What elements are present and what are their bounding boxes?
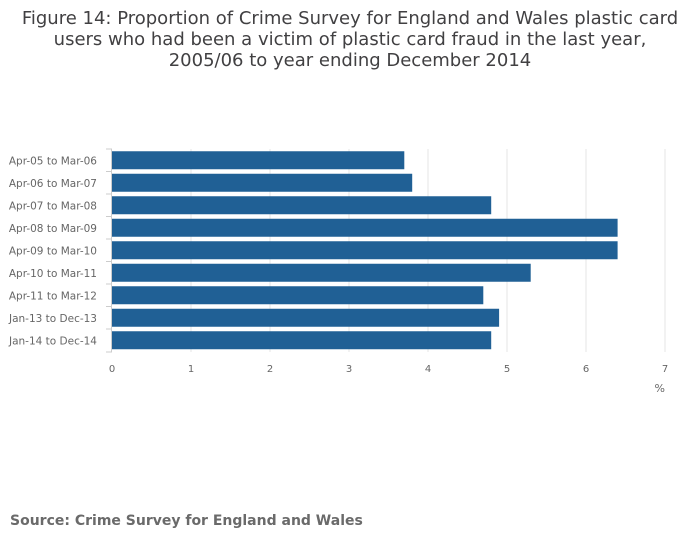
x-axis-label: % [655,382,665,395]
bar [112,263,531,282]
bar [112,331,492,350]
y-category-label: Apr-06 to Mar-07 [9,178,97,190]
x-tick-label: 5 [504,364,510,375]
y-category-label: Jan-13 to Dec-13 [8,313,97,325]
bar [112,173,413,192]
y-category-label: Apr-08 to Mar-09 [9,223,97,235]
y-category-label: Apr-11 to Mar-12 [9,290,97,302]
bar [112,196,492,215]
y-category-label: Apr-07 to Mar-08 [9,200,97,212]
x-tick-labels: 0 1 2 3 4 5 6 7 [109,364,668,375]
bars [112,151,618,350]
x-tick-label: 2 [267,364,273,375]
bar [112,308,500,327]
y-category-label: Apr-05 to Mar-06 [9,155,97,167]
x-tick-label: 3 [346,364,352,375]
source-note: Source: Crime Survey for England and Wal… [10,513,363,529]
x-tick-label: 6 [583,364,589,375]
bar [112,151,405,170]
x-tick-label: 7 [662,364,668,375]
bar [112,218,618,237]
x-tick-label: 0 [109,364,115,375]
bar [112,241,618,260]
chart-title: Figure 14: Proportion of Crime Survey fo… [21,8,679,71]
y-category-labels: Apr-05 to Mar-06 Apr-06 to Mar-07 Apr-07 t… [8,155,97,347]
y-category-label: Apr-10 to Mar-11 [9,268,97,280]
x-tick-label: 4 [425,364,431,375]
bar [112,286,484,305]
x-tick-label: 1 [188,364,194,375]
axes [106,148,112,353]
y-category-label: Jan-14 to Dec-14 [8,335,97,347]
y-category-label: Apr-09 to Mar-10 [9,245,97,257]
